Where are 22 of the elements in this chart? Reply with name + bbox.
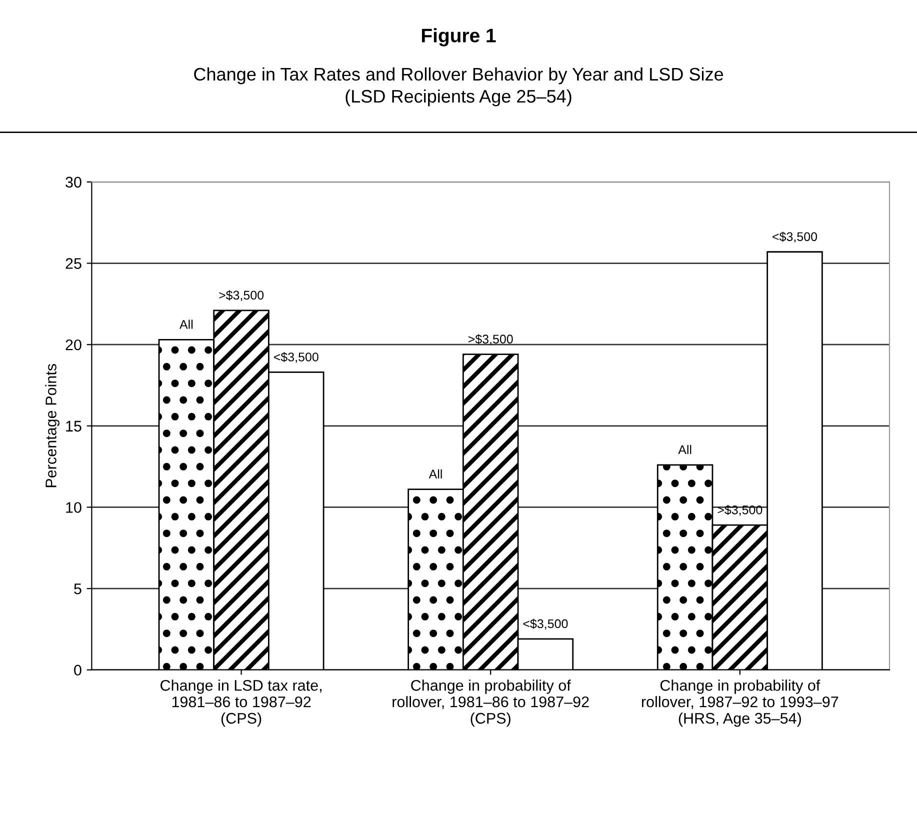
text: All: [180, 320, 193, 329]
chart-title: Figure 1: [422, 28, 496, 46]
series-label: <$3,500: [772, 232, 818, 243]
y-tick-label: 25: [66, 258, 82, 269]
y-tick-label: 15: [66, 420, 82, 432]
series-label: >$3,500: [468, 334, 513, 346]
y-tick-label: 30: [66, 176, 82, 188]
text: <$3,500: [523, 618, 568, 630]
text: >$3,500: [718, 504, 762, 516]
y-tick-label: 5: [74, 584, 82, 594]
text: <$3,500: [274, 352, 318, 363]
series-label: All: [428, 469, 442, 478]
y-tick-label: 0: [74, 664, 82, 676]
x-tick-label: Change in probability of rollover, 1981–86 to 1987–92 (CPS): [392, 680, 589, 727]
chart-subtitle: Change in Tax Rates and Rollover Behavior by Year and LSD Size (LSD Recipients Age 25–54): [194, 67, 724, 106]
text: All: [678, 444, 692, 454]
x-tick-label: Change in probability of rollover, 1987–92 to 1993–97 (HRS, Age 35–54): [642, 680, 838, 727]
y-tick-label: 20: [66, 339, 82, 350]
y-tick-label: 10: [66, 502, 82, 513]
text: >$3,500: [219, 290, 264, 302]
y-axis-title: Percentage Points: [45, 364, 60, 488]
x-tick-label: Change in LSD tax rate, 1981–86 to 1987–92 (CPS): [160, 680, 322, 727]
